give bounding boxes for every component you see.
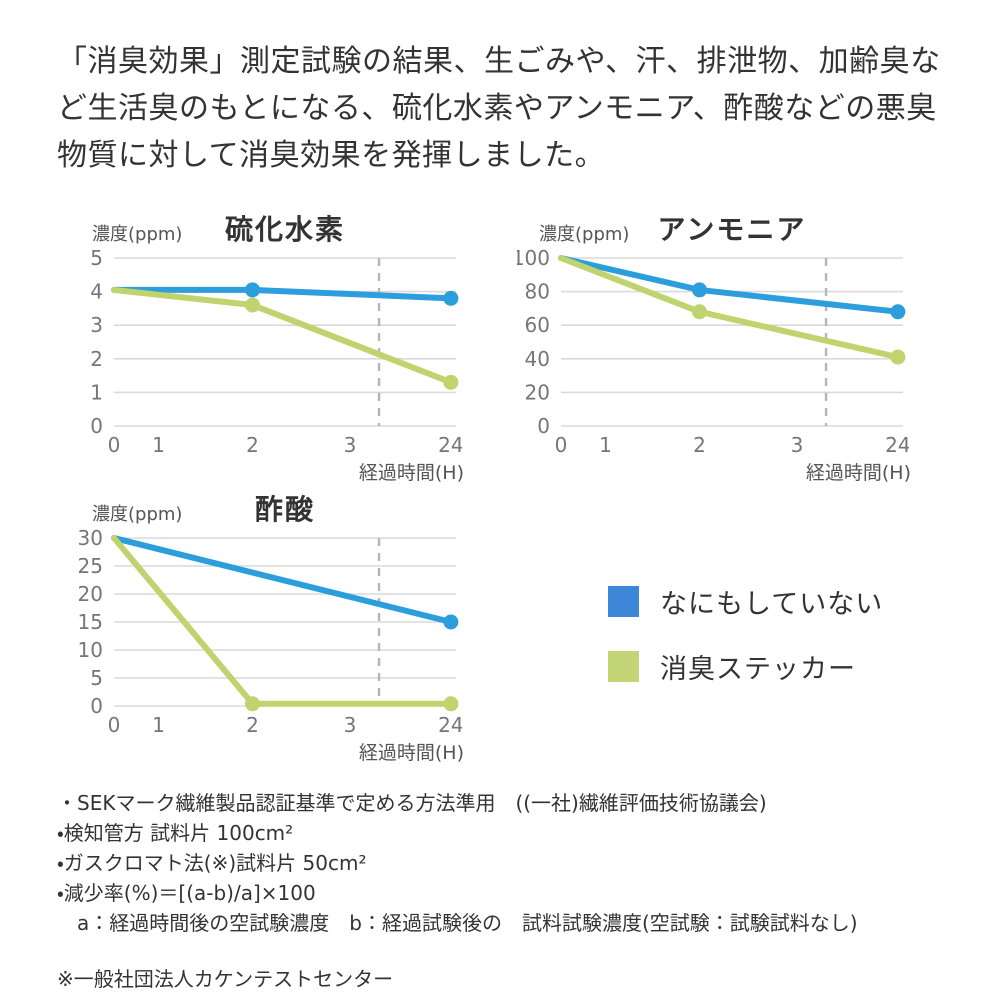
legend-swatch-deodorizing-sticker	[608, 651, 639, 682]
footnote-source: ※一般社団法人カケンテストセンター	[57, 967, 394, 991]
svg-text:1: 1	[152, 713, 165, 737]
svg-text:2: 2	[90, 347, 103, 371]
svg-text:24: 24	[438, 433, 462, 457]
svg-text:0: 0	[108, 433, 121, 457]
legend-item-deodorizing-sticker: 消臭ステッカー	[608, 647, 883, 686]
svg-text:2: 2	[246, 433, 259, 457]
svg-text:3: 3	[344, 433, 357, 457]
chart-title: 硫化水素	[224, 213, 345, 246]
footnote-line: a：経過時間後の空試験濃度 b：経過試験後の 試料試験濃度(空試験：試験試料なし…	[57, 911, 858, 935]
footnote-line: ・SEKマーク繊維製品認証基準で定める方法準用 ((一社)繊維評価技術協議会)	[57, 791, 767, 815]
svg-text:0: 0	[90, 414, 103, 438]
y-axis-label: 濃度(ppm)	[92, 504, 183, 525]
line-plot: 0 20 40 60 80 100 0 1 2 3 24	[517, 248, 909, 457]
svg-text:3: 3	[791, 433, 804, 457]
legend-label: 消臭ステッカー	[660, 654, 856, 685]
chart-head: 濃度(ppm) 酢酸	[70, 490, 468, 528]
svg-text:20: 20	[525, 380, 550, 404]
svg-text:1: 1	[599, 433, 612, 457]
svg-text:5: 5	[90, 666, 103, 690]
legend: なにもしていない 消臭ステッカー	[608, 582, 883, 712]
svg-text:100: 100	[517, 248, 550, 270]
svg-text:24: 24	[885, 433, 909, 457]
svg-text:3: 3	[344, 713, 357, 737]
legend-item-untreated: なにもしていない	[608, 582, 883, 621]
line-plot: 0 1 2 3 4 5 0 1 2 3 24	[90, 248, 462, 457]
chart-title: 酢酸	[254, 493, 315, 526]
legend-swatch-untreated	[608, 586, 639, 617]
svg-text:2: 2	[246, 713, 259, 737]
svg-text:24: 24	[438, 713, 462, 737]
chart-head: 濃度(ppm) 硫化水素	[70, 210, 468, 248]
chart-acetic-acid: 濃度(ppm) 酢酸 0 5 10 15 20 25 30 0 1 2 3 24 経過時間(H)	[70, 490, 468, 765]
svg-text:4: 4	[90, 280, 103, 304]
svg-text:2: 2	[693, 433, 706, 457]
svg-text:0: 0	[537, 414, 550, 438]
svg-text:25: 25	[78, 554, 103, 578]
footnote-line: ・ガスクロマト法(※)試料片 50cm²	[57, 851, 367, 875]
svg-text:0: 0	[108, 713, 121, 737]
x-axis-label: 経過時間(H)	[358, 742, 464, 764]
svg-text:0: 0	[555, 433, 568, 457]
svg-text:10: 10	[78, 638, 103, 662]
y-axis-label: 濃度(ppm)	[92, 224, 183, 245]
svg-text:0: 0	[90, 694, 103, 718]
svg-text:3: 3	[90, 313, 103, 337]
x-axis-label: 経過時間(H)	[358, 462, 464, 484]
svg-text:1: 1	[152, 433, 165, 457]
svg-text:80: 80	[525, 280, 550, 304]
svg-text:20: 20	[78, 582, 103, 606]
svg-text:60: 60	[525, 313, 550, 337]
chart-title: アンモニア	[657, 213, 807, 246]
chart-head: 濃度(ppm) アンモニア	[517, 210, 915, 248]
svg-text:1: 1	[90, 380, 103, 404]
chart-hydrogen-sulfide: 濃度(ppm) 硫化水素 0 1 2 3 4 5 0 1 2 3 24 経過時間(H)	[70, 210, 468, 485]
svg-text:40: 40	[525, 347, 550, 371]
legend-label: なにもしていない	[660, 589, 884, 620]
svg-text:30: 30	[78, 528, 103, 550]
y-axis-label: 濃度(ppm)	[539, 224, 630, 245]
footnote-line: ・減少率(%)＝[(a-b)/a]×100	[57, 881, 316, 905]
footnote-line: ・検知管方 試料片 100cm²	[57, 821, 294, 845]
x-axis-label: 経過時間(H)	[805, 462, 911, 484]
footnotes: ・SEKマーク繊維製品認証基準で定める方法準用 ((一社)繊維評価技術協議会) …	[57, 788, 957, 994]
header-text: 「消臭効果」測定試験の結果、生ごみや、汗、排泄物、加齢臭など生活臭のもとになる、…	[57, 44, 941, 173]
svg-text:5: 5	[90, 248, 103, 270]
chart-ammonia: 濃度(ppm) アンモニア 0 20 40 60 80 100 0 1 2 3 24 経過時間(H)	[517, 210, 915, 485]
svg-text:15: 15	[78, 610, 103, 634]
